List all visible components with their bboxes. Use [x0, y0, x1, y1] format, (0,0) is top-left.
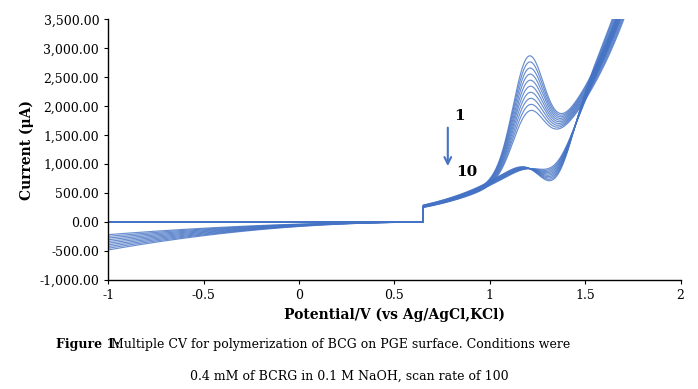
Y-axis label: Current (μA): Current (μA): [20, 100, 34, 200]
Text: 10: 10: [456, 165, 477, 179]
Text: Multiple CV for polymerization of BCG on PGE surface. Conditions were: Multiple CV for polymerization of BCG on…: [107, 338, 570, 351]
Text: Figure 1:: Figure 1:: [56, 338, 120, 351]
X-axis label: Potential/V (vs Ag/AgCl,KCl): Potential/V (vs Ag/AgCl,KCl): [284, 308, 505, 322]
Text: 0.4 mM of BCRG in 0.1 M NaOH, scan rate of 100: 0.4 mM of BCRG in 0.1 M NaOH, scan rate …: [190, 370, 508, 382]
Text: 1: 1: [454, 109, 465, 123]
